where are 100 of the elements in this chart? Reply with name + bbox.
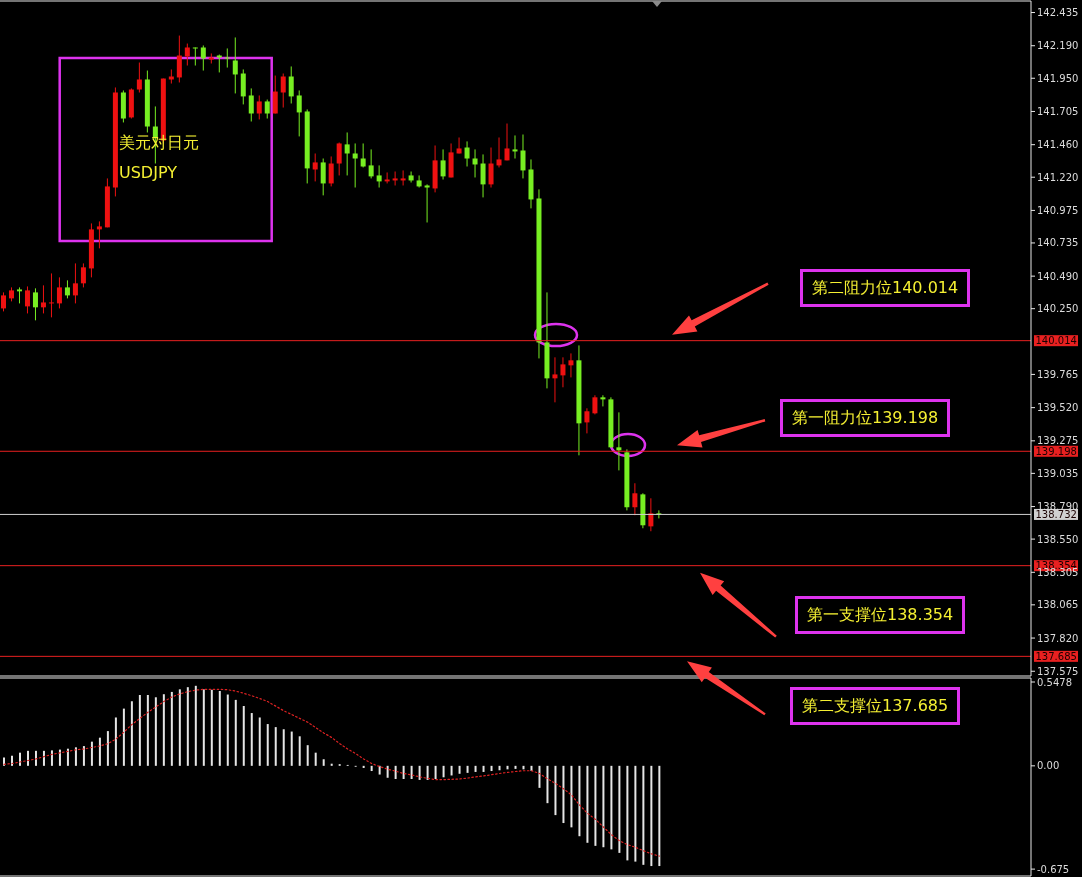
annotation: 第二支撑位137.685	[790, 687, 961, 726]
candlestick	[616, 411, 622, 471]
candlestick	[496, 136, 502, 168]
candlestick	[256, 94, 262, 120]
bar	[138, 694, 141, 766]
y-tick-label: 142.435	[1037, 7, 1079, 19]
candlestick	[296, 89, 302, 137]
candlestick	[192, 46, 198, 67]
y-tick-label: 140.490	[1037, 270, 1079, 282]
text: USDJPY	[119, 163, 177, 182]
candlestick	[336, 142, 342, 176]
y-tick-label: 0.00	[1037, 760, 1060, 772]
candlestick	[248, 87, 254, 122]
bar	[290, 731, 293, 766]
bar	[394, 765, 397, 779]
bar	[434, 765, 437, 779]
bar	[410, 765, 413, 779]
candlestick	[552, 356, 558, 403]
candlestick	[632, 482, 638, 516]
bar	[226, 694, 229, 766]
bar	[50, 750, 53, 766]
candlestick	[240, 68, 246, 105]
bar	[242, 706, 245, 766]
candlestick	[592, 394, 598, 415]
bar	[322, 759, 325, 766]
bar	[586, 765, 589, 843]
bar	[234, 699, 237, 766]
y-tick-label: 138.550	[1037, 533, 1079, 545]
bar	[578, 765, 581, 837]
bar	[482, 765, 485, 772]
candlestick	[520, 134, 526, 179]
annotation: 第一支撑位138.354	[795, 595, 966, 634]
bar	[634, 765, 637, 862]
bar	[610, 765, 613, 850]
y-tick-label: 139.035	[1037, 467, 1079, 479]
candlestick	[392, 171, 398, 186]
bar	[194, 685, 197, 766]
y-tick-label: 140.250	[1037, 303, 1079, 315]
bar	[66, 748, 69, 766]
bar	[178, 689, 181, 766]
candlestick	[424, 183, 430, 223]
candlestick	[400, 169, 406, 186]
bar	[210, 689, 213, 766]
bar	[450, 765, 453, 776]
y-tick-label: 138.065	[1037, 599, 1079, 611]
annotation: 第二阻力位140.014	[800, 268, 971, 307]
candlestick	[488, 147, 494, 189]
bar	[330, 763, 333, 766]
candlestick	[312, 152, 318, 182]
candlestick	[32, 287, 38, 321]
y-tick-label: 137.575	[1037, 665, 1079, 677]
bar	[274, 727, 277, 766]
line-series	[3, 688, 660, 857]
candlestick	[512, 134, 518, 159]
bar	[82, 746, 85, 766]
bar	[42, 750, 45, 766]
bar	[490, 765, 493, 772]
annotation: 第一阻力位139.198	[780, 399, 951, 438]
candlestick	[232, 36, 238, 94]
ref-line-label: 137.685	[1035, 650, 1077, 662]
bar	[98, 737, 101, 766]
bar	[618, 765, 621, 853]
candlestick	[408, 171, 414, 183]
bar	[514, 765, 517, 769]
bar	[530, 765, 533, 772]
y-tick-label: 141.705	[1037, 106, 1079, 118]
bar	[426, 765, 429, 780]
bar	[546, 765, 549, 804]
bar	[130, 701, 133, 766]
y-tick-label: 141.220	[1037, 171, 1079, 183]
y-tick-label: 140.735	[1037, 237, 1079, 249]
candlestick	[560, 356, 566, 388]
candlestick	[280, 73, 286, 109]
ref-line-label: 139.198	[1035, 445, 1077, 457]
candlestick	[24, 285, 30, 314]
candlestick	[72, 262, 78, 304]
candlestick	[352, 142, 358, 189]
bar	[170, 691, 173, 766]
bar	[594, 765, 597, 846]
y-tick-label: 139.520	[1037, 402, 1079, 414]
candlestick	[1, 291, 6, 312]
bar	[442, 765, 445, 778]
candlestick	[368, 148, 374, 179]
candlestick	[200, 44, 206, 72]
candlestick	[264, 99, 270, 120]
candlestick	[96, 220, 102, 249]
bar	[106, 731, 109, 766]
bar	[250, 713, 253, 766]
ref-line-label: 140.014	[1035, 335, 1077, 347]
bar	[146, 694, 149, 766]
bar	[202, 689, 205, 766]
candlestick	[464, 140, 470, 167]
bar	[258, 717, 261, 766]
bar	[26, 750, 29, 766]
candlestick	[224, 47, 230, 69]
bar	[34, 750, 37, 766]
y-tick-label: 142.190	[1037, 40, 1079, 52]
candlestick	[648, 497, 654, 532]
bar	[386, 765, 389, 778]
bar	[658, 765, 661, 867]
